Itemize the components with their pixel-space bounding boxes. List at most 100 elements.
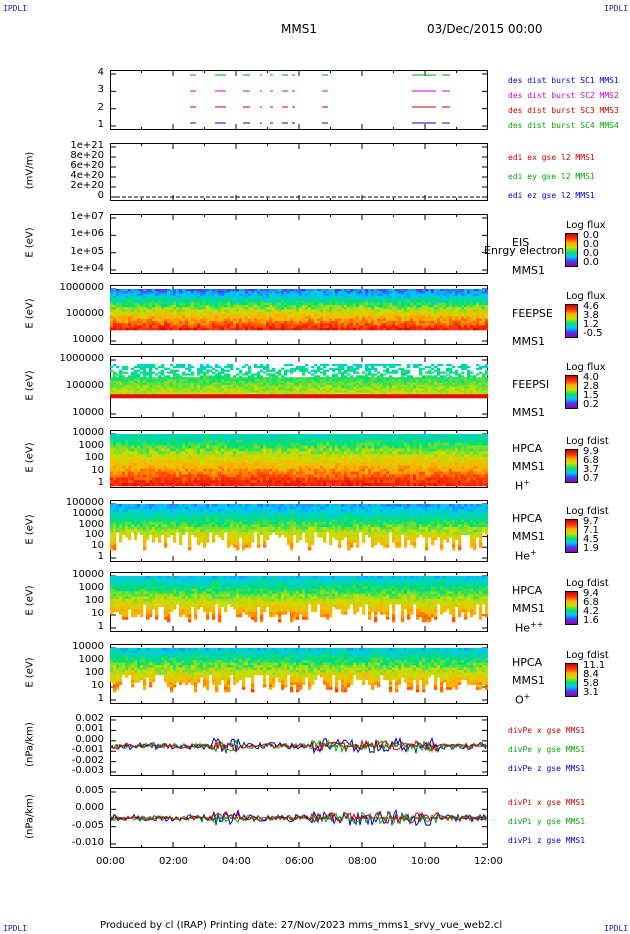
heatmap-cell (128, 480, 132, 484)
heatmap-cell (167, 454, 171, 458)
heatmap-cell (401, 382, 405, 386)
heatmap-cell (281, 307, 285, 310)
heatmap-cell (269, 311, 273, 315)
heatmap-cell (143, 465, 147, 469)
heatmap-cell (122, 302, 126, 306)
heatmap-cell (305, 367, 309, 370)
heatmap-cell (413, 381, 417, 384)
heatmap-cell (473, 314, 477, 317)
heatmap-cell (419, 369, 423, 372)
heatmap-cell (437, 314, 441, 317)
heatmap-cell (236, 388, 240, 391)
heatmap-cell (179, 289, 183, 292)
heatmap-cell (158, 442, 162, 446)
heatmap-cell (158, 477, 162, 481)
heatmap-cell (266, 300, 270, 303)
heatmap-cell (281, 388, 285, 391)
heatmap-cell (206, 327, 210, 331)
heatmap-cell (200, 311, 204, 315)
heatmap-cell (185, 454, 189, 458)
heatmap-cell (185, 320, 189, 324)
heatmap-cell (365, 325, 369, 329)
heatmap-cell (401, 373, 405, 376)
heatmap-cell (260, 314, 264, 317)
heatmap-cell (194, 451, 198, 455)
heatmap-cell (299, 304, 303, 308)
heatmap-cell (167, 457, 171, 461)
heatmap-cell (173, 325, 177, 329)
heatmap-cell (149, 394, 153, 397)
heatmap-cell (350, 367, 354, 370)
heatmap-cell (440, 320, 444, 324)
heatmap-cell (230, 304, 234, 308)
heatmap-cell (176, 364, 180, 367)
heatmap-cell (266, 394, 270, 397)
heatmap-cell (215, 388, 219, 391)
heatmap-cell (470, 394, 474, 397)
heatmap-cell (386, 386, 390, 389)
heatmap-cell (371, 316, 375, 319)
heatmap-cell (185, 474, 189, 478)
heatmap-cell (281, 382, 285, 386)
heatmap-cell (392, 309, 396, 313)
heatmap-cell (356, 392, 360, 395)
heatmap-cell (464, 325, 468, 329)
heatmap-cell (464, 394, 468, 397)
heatmap-cell (344, 382, 348, 386)
heatmap-cell (392, 300, 396, 303)
heatmap-cell (314, 307, 318, 310)
heatmap-cell (245, 300, 249, 303)
heatmap-cell (119, 394, 123, 397)
heatmap-cell (302, 382, 306, 386)
heatmap-cell (113, 373, 117, 376)
heatmap-cell (158, 439, 162, 443)
heatmap-cell (287, 291, 291, 294)
heatmap-cell (383, 386, 387, 389)
heatmap-cell (287, 311, 291, 315)
heatmap-cell (269, 379, 273, 382)
heatmap-cell (203, 309, 207, 313)
heatmap-cell (212, 379, 216, 382)
heatmap-cell (320, 300, 324, 303)
heatmap-cell (458, 323, 462, 326)
heatmap-cell (440, 302, 444, 306)
heatmap-cell (350, 309, 354, 313)
heatmap-cell (278, 320, 282, 324)
heatmap-cell (197, 454, 201, 458)
heatmap-cell (371, 379, 375, 382)
heatmap-cell (368, 307, 372, 310)
heatmap-cell (188, 302, 192, 306)
heatmap-cell (173, 462, 177, 467)
heatmap-cell (323, 289, 327, 292)
heatmap-cell (329, 386, 333, 389)
heatmap-cell (158, 457, 162, 461)
heatmap-cell (380, 377, 384, 380)
heatmap-cell (473, 320, 477, 324)
heatmap-cell (161, 462, 165, 467)
heatmap-cell (137, 442, 141, 446)
heatmap-cell (203, 295, 207, 299)
heatmap-cell (203, 480, 207, 484)
heatmap-cell (146, 386, 150, 389)
heatmap-cell (197, 371, 201, 374)
heatmap-cell (314, 298, 318, 301)
heatmap-cell (305, 304, 309, 308)
heatmap-cell (275, 318, 279, 322)
heatmap-cell (236, 379, 240, 382)
heatmap-cell (293, 304, 297, 308)
heatmap-cell (221, 375, 225, 378)
heatmap-cell (290, 327, 294, 331)
heatmap-cell (389, 394, 393, 397)
heatmap-cell (449, 302, 453, 306)
heatmap-cell (296, 311, 300, 315)
heatmap-cell (377, 388, 381, 391)
heatmap-cell (365, 300, 369, 303)
heatmap-cell (188, 465, 192, 469)
heatmap-cell (269, 318, 273, 322)
heatmap-cell (413, 304, 417, 308)
heatmap-cell (233, 381, 237, 384)
heatmap-cell (122, 390, 126, 393)
heatmap-cell (161, 293, 165, 297)
heatmap-cell (437, 325, 441, 329)
heatmap-cell (476, 314, 480, 317)
